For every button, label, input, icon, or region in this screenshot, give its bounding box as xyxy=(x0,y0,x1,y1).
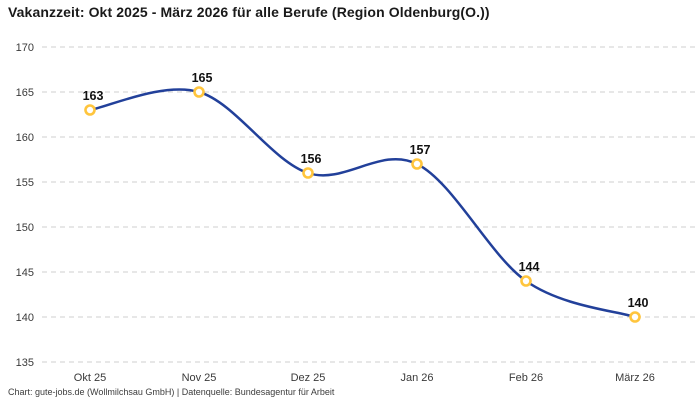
value-label: 165 xyxy=(192,71,213,85)
value-label: 144 xyxy=(519,260,540,274)
data-point-marker[interactable] xyxy=(84,104,96,116)
chart-title: Vakanzzeit: Okt 2025 - März 2026 für all… xyxy=(8,4,490,20)
y-tick-label: 170 xyxy=(16,42,34,54)
x-tick-label: Dez 25 xyxy=(291,372,326,384)
data-point-marker[interactable] xyxy=(520,275,532,287)
series-line xyxy=(88,88,637,319)
data-point-marker[interactable] xyxy=(411,158,423,170)
value-label: 163 xyxy=(83,89,104,103)
x-tick-label: März 26 xyxy=(615,372,655,384)
data-point-marker[interactable] xyxy=(302,167,314,179)
y-tick-label: 135 xyxy=(16,357,34,369)
x-tick-label: Okt 25 xyxy=(74,372,106,384)
y-tick-label: 140 xyxy=(16,312,34,324)
y-tick-label: 150 xyxy=(16,222,34,234)
y-tick-label: 145 xyxy=(16,267,34,279)
chart-attribution: Chart: gute-jobs.de (Wollmilchsau GmbH) … xyxy=(8,387,335,397)
data-point-marker[interactable] xyxy=(629,311,641,323)
x-tick-label: Jan 26 xyxy=(400,372,433,384)
data-point-marker[interactable] xyxy=(193,86,205,98)
value-label: 157 xyxy=(410,143,431,157)
y-tick-label: 155 xyxy=(16,177,34,189)
y-tick-label: 165 xyxy=(16,87,34,99)
value-label: 156 xyxy=(301,152,322,166)
x-tick-label: Nov 25 xyxy=(182,372,217,384)
x-tick-label: Feb 26 xyxy=(509,372,543,384)
value-label: 140 xyxy=(628,296,649,310)
y-tick-label: 160 xyxy=(16,132,34,144)
